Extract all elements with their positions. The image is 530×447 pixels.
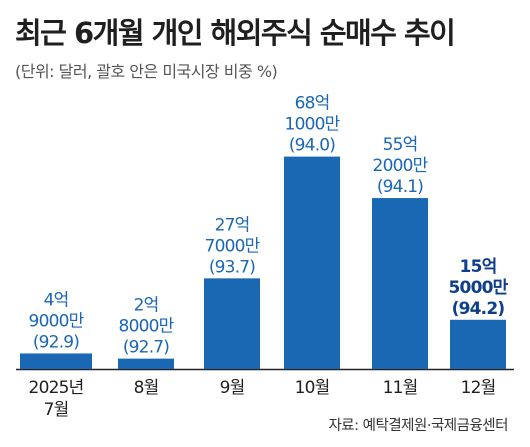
bar-6 bbox=[450, 319, 506, 369]
bar-6-value-label-line-2: 5000만 bbox=[449, 278, 509, 298]
bar-1 bbox=[20, 353, 92, 369]
bar-3-value-label-line-1: 27억 bbox=[215, 215, 250, 235]
bar-3-value-label-line-2: 7000만 bbox=[205, 236, 261, 256]
bar-3-value-label-line-3: (93.7) bbox=[209, 257, 255, 277]
bar-5-value-label-line-1: 55억 bbox=[383, 135, 418, 155]
bar-5-value-label-line-3: (94.1) bbox=[377, 177, 423, 197]
bar-1-value-label-line-1: 4억 bbox=[44, 290, 69, 310]
bar-4 bbox=[284, 156, 340, 369]
bar-2-value-label-line-3: (92.7) bbox=[123, 338, 169, 358]
bar-5-value-label-line-2: 2000만 bbox=[373, 156, 429, 176]
bar-2-value-label-line-1: 2억 bbox=[134, 296, 159, 316]
bar-6-value-label-line-1: 15억 bbox=[460, 257, 497, 277]
bar-1-value-label-line-3: (92.9) bbox=[33, 332, 79, 352]
bar-6-value-label-line-3: (94.2) bbox=[452, 299, 505, 319]
chart-subtitle: (단위: 달러, 괄호 안은 미국시장 비중 %) bbox=[15, 62, 278, 81]
bar-4-value-label-line-3: (94.0) bbox=[289, 136, 335, 156]
x-tick-label-3: 9월 bbox=[220, 378, 245, 398]
x-tick-label-6: 12월 bbox=[461, 378, 496, 398]
x-tick-label-4: 10월 bbox=[295, 378, 330, 398]
bar-4-value-label-line-1: 68억 bbox=[295, 94, 330, 114]
x-tick-label-5: 11월 bbox=[383, 378, 418, 398]
bar-2-value-label-line-2: 8000만 bbox=[119, 317, 175, 337]
bar-2 bbox=[118, 358, 174, 369]
x-tick-label-1-line-2: 7월 bbox=[44, 400, 69, 420]
bar-1-value-label-line-2: 9000만 bbox=[29, 311, 85, 331]
source-note: 자료: 예탁결제원·국제금융센터 bbox=[328, 418, 508, 434]
bar-4-value-label-line-2: 1000만 bbox=[285, 115, 341, 135]
bar-5 bbox=[372, 198, 428, 369]
chart-title: 최근 6개월 개인 해외주식 순매수 추이 bbox=[15, 16, 456, 50]
x-tick-label-2: 8월 bbox=[134, 378, 159, 398]
bar-3 bbox=[204, 278, 260, 369]
x-tick-label-1-line-1: 2025년 bbox=[29, 378, 84, 398]
